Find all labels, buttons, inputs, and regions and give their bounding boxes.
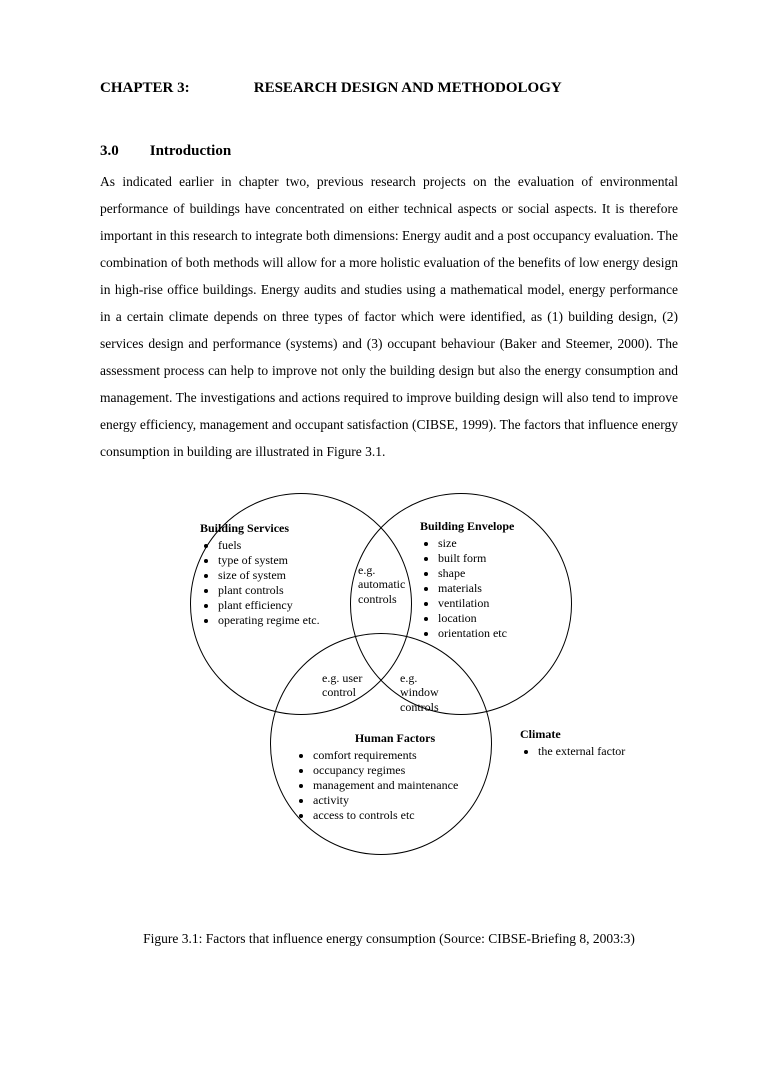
- human-list: comfort requirements occupancy regimes m…: [295, 748, 495, 823]
- overlap-top: e.g. automatic controls: [358, 563, 418, 606]
- list-item: size of system: [218, 568, 350, 583]
- list-item: orientation etc: [438, 626, 570, 641]
- list-item: shape: [438, 566, 570, 581]
- figure-caption: Figure 3.1: Factors that influence energ…: [100, 931, 678, 947]
- list-item: ventilation: [438, 596, 570, 611]
- list-item: location: [438, 611, 570, 626]
- list-item: occupancy regimes: [313, 763, 495, 778]
- section-number: 3.0: [100, 143, 146, 160]
- climate-title: Climate: [520, 727, 650, 742]
- list-item: operating regime etc.: [218, 613, 350, 628]
- climate-list: the external factor: [520, 744, 650, 759]
- envelope-title: Building Envelope: [420, 519, 570, 534]
- list-item: fuels: [218, 538, 350, 553]
- services-title: Building Services: [200, 521, 350, 536]
- list-item: management and maintenance: [313, 778, 495, 793]
- list-item: plant efficiency: [218, 598, 350, 613]
- intro-paragraph: As indicated earlier in chapter two, pre…: [100, 168, 678, 465]
- block-envelope: Building Envelope size built form shape …: [420, 519, 570, 641]
- section-heading: 3.0 Introduction: [100, 143, 678, 160]
- list-item: access to controls etc: [313, 808, 495, 823]
- list-item: activity: [313, 793, 495, 808]
- section-title: Introduction: [150, 143, 231, 159]
- list-item: plant controls: [218, 583, 350, 598]
- list-item: the external factor: [538, 744, 650, 759]
- list-item: comfort requirements: [313, 748, 495, 763]
- overlap-left: e.g. user control: [322, 671, 380, 700]
- block-human: Human Factors comfort requirements occup…: [295, 731, 495, 823]
- chapter-label: CHAPTER 3:: [100, 80, 250, 97]
- envelope-list: size built form shape materials ventilat…: [420, 536, 570, 641]
- chapter-title: RESEARCH DESIGN AND METHODOLOGY: [254, 80, 562, 96]
- block-services: Building Services fuels type of system s…: [200, 521, 350, 628]
- list-item: type of system: [218, 553, 350, 568]
- block-climate: Climate the external factor: [520, 727, 650, 759]
- chapter-heading: CHAPTER 3: RESEARCH DESIGN AND METHODOLO…: [100, 80, 678, 97]
- venn-figure: Building Services fuels type of system s…: [100, 483, 680, 903]
- list-item: materials: [438, 581, 570, 596]
- page: CHAPTER 3: RESEARCH DESIGN AND METHODOLO…: [0, 0, 768, 987]
- services-list: fuels type of system size of system plan…: [200, 538, 350, 628]
- overlap-right: e.g. window controls: [400, 671, 458, 714]
- human-title: Human Factors: [295, 731, 495, 746]
- list-item: built form: [438, 551, 570, 566]
- list-item: size: [438, 536, 570, 551]
